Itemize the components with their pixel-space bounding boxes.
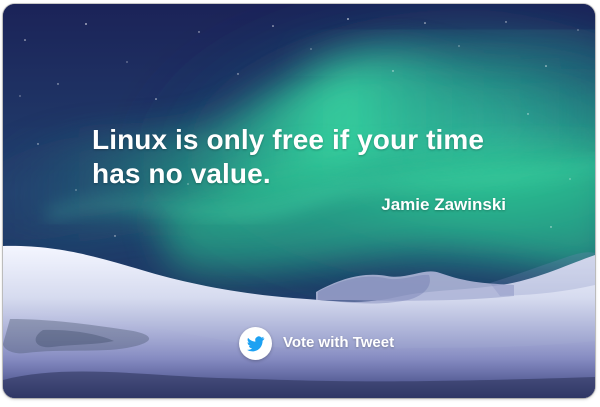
quote-author: Jamie Zawinski	[381, 195, 506, 214]
twitter-bird-icon	[239, 326, 272, 360]
quote-text: Linux is only free if your time has no v…	[92, 124, 485, 189]
vote-with-tweet-label: Vote with Tweet	[283, 334, 395, 351]
aurora-snow-background-image	[3, 4, 595, 398]
vote-with-tweet-button[interactable]: Vote with Tweet	[239, 326, 394, 360]
quote-card: Linux is only free if your time has no v…	[3, 4, 595, 398]
